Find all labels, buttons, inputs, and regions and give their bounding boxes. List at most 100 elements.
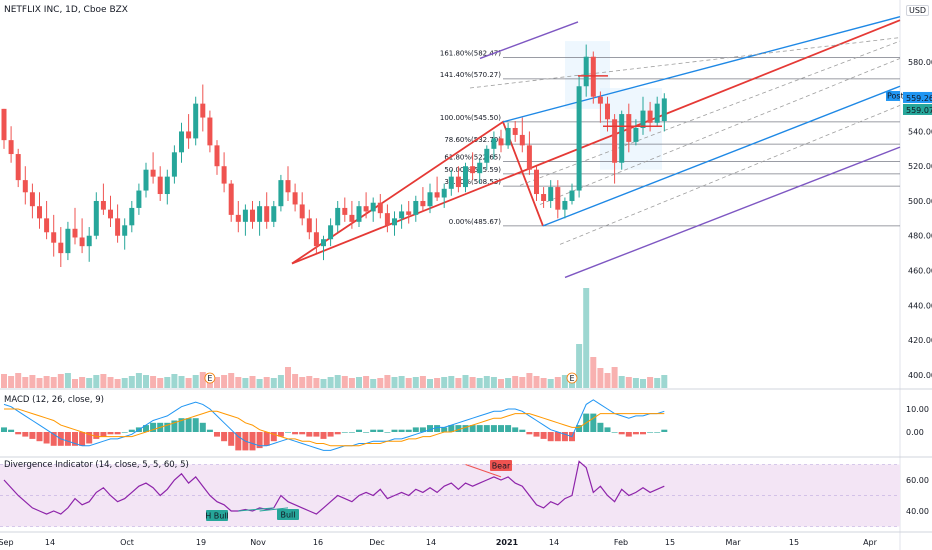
candle-body <box>257 206 263 222</box>
volume-bar <box>313 378 320 388</box>
volume-bar <box>157 378 164 388</box>
volume-bar <box>533 376 540 388</box>
candle-body <box>399 211 405 219</box>
volume-bar <box>618 376 625 388</box>
macd-histogram-bar <box>306 432 313 437</box>
earnings-marker-label: E <box>207 374 212 383</box>
macd-histogram-bar <box>597 422 604 432</box>
macd-histogram-bar <box>398 429 405 432</box>
candle-body <box>179 131 184 153</box>
fib-level-label: 100.00%(545.50) <box>440 114 501 122</box>
price-axis-bg <box>900 0 932 550</box>
time-tick-label: 14 <box>549 538 559 547</box>
volume-bar <box>334 375 341 388</box>
candle-body <box>420 200 426 207</box>
macd-histogram-bar <box>441 427 448 432</box>
candle-body <box>633 127 639 142</box>
volume-bar <box>547 379 554 388</box>
candle-body <box>548 187 554 201</box>
macd-histogram-bar <box>270 432 277 442</box>
candle-body <box>164 176 170 195</box>
candle-body <box>299 204 305 219</box>
volume-bar <box>576 344 583 388</box>
macd-histogram-bar <box>427 425 433 432</box>
macd-histogram-bar <box>561 432 568 442</box>
candle-body <box>1 108 7 141</box>
candle-body <box>555 187 561 210</box>
earnings-marker <box>566 372 578 384</box>
chart-title: NETFLIX INC, 1D, Cboe BZX <box>4 5 128 15</box>
candle-body <box>221 166 227 184</box>
volume-bar <box>277 375 284 388</box>
candle-body <box>150 169 156 177</box>
volume-bar <box>505 378 512 388</box>
volume-bar <box>86 378 93 388</box>
macd-histogram-bar <box>370 429 377 432</box>
volume-bar <box>50 377 57 388</box>
volume-bar <box>512 376 519 388</box>
macd-histogram-bar <box>625 432 632 437</box>
volume-bar <box>384 375 391 388</box>
volume-bar <box>320 379 327 388</box>
time-tick-label: 15 <box>789 538 799 547</box>
candle-body <box>115 218 121 236</box>
candle-body <box>22 180 28 193</box>
candle-body <box>349 214 355 222</box>
earnings-marker <box>204 372 216 384</box>
macd-histogram-bar <box>178 418 185 432</box>
candle-body <box>519 134 525 146</box>
candle-body <box>8 140 14 155</box>
macd-histogram-bar <box>526 432 533 435</box>
candle-body <box>356 206 362 222</box>
post-price-value: 559.26 <box>906 94 932 103</box>
candle-body <box>200 103 206 118</box>
volume-bar <box>72 379 78 388</box>
candle-body <box>526 145 532 170</box>
time-tick-label: Mar <box>725 538 741 547</box>
price-tick-label: 580.00 <box>908 58 932 67</box>
divergence-bear-line <box>465 464 502 478</box>
candle-body <box>619 114 625 163</box>
macd-histogram-bar <box>114 432 121 435</box>
macd-histogram-bar <box>143 425 149 432</box>
divergence-label[interactable]: Divergence Indicator (14, close, 5, 5, 6… <box>4 460 189 470</box>
macd-histogram-bar <box>256 432 263 449</box>
candle-body <box>441 188 447 198</box>
currency-badge[interactable]: USD <box>906 5 930 16</box>
volume-bar <box>455 378 462 388</box>
macd-histogram-bar <box>632 432 639 435</box>
candle-body <box>58 242 64 254</box>
pitchfork-upper-line <box>502 16 901 123</box>
macd-tick-label: 10.00 <box>906 405 929 414</box>
volume-bar <box>377 378 384 388</box>
macd-histogram-bar <box>348 432 355 433</box>
candle-body <box>626 114 632 142</box>
macd-histogram-bar <box>384 432 391 433</box>
post-price-tag <box>903 91 932 103</box>
candle-body <box>562 200 568 210</box>
volume-bar <box>57 374 64 388</box>
volume-bar <box>64 373 71 388</box>
volume-bar <box>434 378 441 388</box>
macd-histogram-bar <box>611 432 618 433</box>
fib-level-label: 141.40%(570.27) <box>440 71 501 79</box>
macd-histogram-bar <box>164 422 171 432</box>
volume-bar <box>135 373 142 388</box>
macd-histogram-bar <box>313 432 320 437</box>
candle-body <box>576 86 582 191</box>
macd-histogram-bar <box>199 422 206 432</box>
macd-histogram-bar <box>547 432 554 442</box>
macd-histogram-bar <box>448 425 455 432</box>
macd-histogram-bar <box>540 432 547 439</box>
macd-label[interactable]: MACD (12, 26, close, 9) <box>4 395 104 405</box>
candle-body <box>292 192 298 205</box>
volume-bar <box>348 378 355 388</box>
earnings-marker-label: E <box>569 374 574 383</box>
price-tick-label: 500.00 <box>908 197 932 206</box>
volume-bar <box>235 377 242 388</box>
volume-bar <box>405 378 412 388</box>
volume-bar <box>519 377 526 388</box>
pitchfork-handle <box>291 120 544 265</box>
volume-bar <box>427 379 433 388</box>
